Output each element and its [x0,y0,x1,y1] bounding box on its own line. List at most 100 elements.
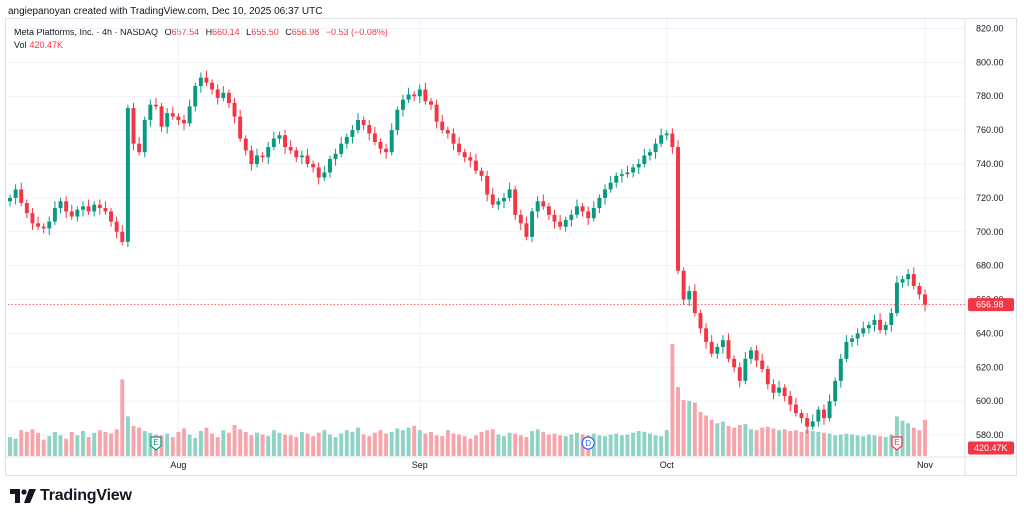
candle-body [664,133,669,136]
symbol-legend[interactable]: Meta Platforms, Inc. · 4h · NASDAQ O657.… [14,27,388,37]
candle-body [816,409,821,422]
volume-bar [266,436,271,456]
candle-body [771,384,776,393]
candle-body [844,341,849,359]
symbol-name[interactable]: Meta Platforms, Inc. · 4h · NASDAQ [14,27,159,37]
volume-legend[interactable]: Vol 420.47K [14,40,63,50]
candle-body [311,164,316,168]
dividend-marker-label: D [585,439,591,448]
earnings-marker-icon [891,436,903,451]
volume-bar [625,434,630,456]
candle-body [603,189,607,198]
volume-bar [92,432,97,456]
candle-body [232,103,237,117]
y-tick-label: 680.00 [976,261,1004,271]
volume-bar [485,430,490,456]
volume-bar [64,438,69,456]
volume-bar [732,427,737,456]
volume-bar [838,434,843,456]
volume-bar [563,436,568,456]
candlesticks [8,70,927,434]
volume-bar [429,431,433,456]
candle-body [894,282,899,314]
volume-bar [457,434,462,456]
candle-body [777,387,782,393]
volume-bar [743,424,748,456]
y-tick-label: 760.00 [976,125,1004,135]
volume-bar [816,431,821,456]
candle-body [591,208,596,219]
candle-body [636,164,641,168]
candle-body [608,182,613,190]
candle-body [546,206,551,215]
volume-bar [502,436,506,456]
candle-body [294,150,299,158]
candle-body [288,147,293,151]
candle-body [838,358,843,381]
dividend-marker-icon [581,436,595,450]
candle-body [423,89,428,102]
candle-body [283,135,288,148]
candle-body [36,223,41,227]
high-label: H [205,27,213,37]
volume-bar [30,429,35,456]
candle-body [631,167,636,173]
volume-bar [726,425,731,456]
volume-bar [423,433,428,456]
candle-body [653,143,658,153]
y-tick-label: 700.00 [976,227,1004,237]
volume-bar [906,423,911,456]
y-tick-label: 720.00 [976,193,1004,203]
volume-bar [749,429,753,456]
candle-body [153,104,158,107]
y-tick-label: 600.00 [976,396,1004,406]
candle-body [333,153,338,159]
candle-body [103,208,108,212]
x-tick-label: Aug [170,460,186,470]
volume-bar [97,430,102,456]
candle-body [496,201,501,205]
candle-body [255,155,259,164]
candle-body [760,360,765,369]
candle-body [647,152,652,156]
volume-bar [496,434,501,456]
y-tick-label: 620.00 [976,362,1004,372]
candle-body [732,358,737,368]
chart-frame[interactable] [5,18,1017,476]
last-price-badge: 656.98 [968,298,1014,312]
candle-body [344,136,349,144]
volume-bar [226,432,231,456]
candle-body [13,189,18,198]
volume-bar [720,421,725,456]
candle-body [692,291,697,314]
volume-bar [249,435,254,456]
volume-bar [771,428,776,456]
volume-bar [255,432,259,456]
y-tick-label: 740.00 [976,159,1004,169]
candle-body [788,396,793,405]
candle-body [86,206,91,212]
volume-bar [653,435,658,456]
y-tick-label: 780.00 [976,91,1004,101]
candle-body [187,106,192,124]
candle-body [204,77,209,83]
volume-bar [294,437,299,456]
volume-bar [473,435,478,456]
candle-body [75,209,80,217]
volume-bar [462,436,467,456]
volume-bar [305,433,310,456]
candle-body [210,82,215,90]
candle-body [782,387,787,397]
candle-body [749,350,753,359]
volume-bar [8,437,12,456]
candle-body [502,197,506,202]
volume-bar [923,419,927,456]
volume-bar [210,433,215,456]
tradingview-logo[interactable]: TradingView [10,487,132,505]
candle-body [47,221,52,229]
earnings-marker-icon [150,436,162,451]
volume-bar [889,434,894,456]
volume-bar [782,429,787,456]
candle-body [923,294,927,305]
